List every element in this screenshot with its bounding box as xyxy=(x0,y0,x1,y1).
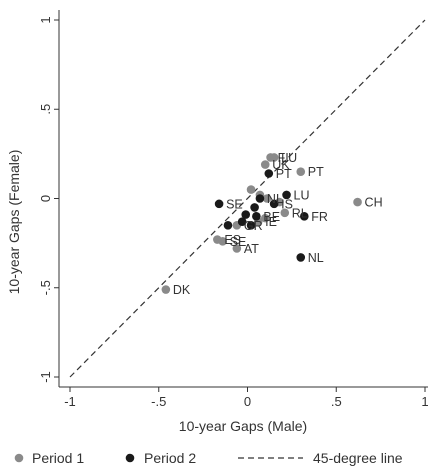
point-label: RL xyxy=(292,206,308,220)
legend-marker-period-2 xyxy=(125,453,135,463)
x-tick-label: 0 xyxy=(244,394,251,409)
data-points xyxy=(161,153,362,294)
point-label: PT xyxy=(276,167,292,181)
point-label: FR xyxy=(311,210,328,224)
point-period-1 xyxy=(260,213,270,223)
point-label: IE xyxy=(265,215,277,229)
x-tick-label: -.5 xyxy=(151,394,166,409)
axes: -1 -.5 0 .5 1 -1 -.5 0 .5 1 xyxy=(38,10,429,409)
point-period-2 xyxy=(264,169,274,178)
y-tick-label: -.5 xyxy=(38,280,53,295)
point-period-2 xyxy=(246,220,256,230)
y-tick-label: 0 xyxy=(38,195,53,202)
point-label: UK xyxy=(272,158,290,172)
point-period-2 xyxy=(255,194,265,203)
y-axis-label: 10-year Gaps (Female) xyxy=(6,150,22,295)
point-period-1 xyxy=(232,244,242,253)
legend-label-period-1: Period 1 xyxy=(32,450,84,466)
point-label: ES xyxy=(224,233,241,247)
point-label: LU xyxy=(281,151,297,165)
point-label: DK xyxy=(173,283,191,297)
point-period-2 xyxy=(223,220,233,230)
reference-line-group xyxy=(69,19,426,378)
reference-line-45-degree xyxy=(69,19,426,378)
point-label: PT xyxy=(308,165,324,179)
point-period-1 xyxy=(260,160,270,169)
legend-label-period-2: Period 2 xyxy=(144,450,196,466)
point-period-2 xyxy=(214,199,224,209)
point-period-2 xyxy=(296,253,306,262)
point-label: BE xyxy=(263,210,280,224)
point-period-1 xyxy=(161,285,171,294)
x-axis-label: 10-year Gaps (Male) xyxy=(179,418,307,434)
point-label: AT xyxy=(244,242,259,256)
point-label: SE xyxy=(230,235,247,249)
point-label: GR xyxy=(244,219,263,233)
point-label: FI xyxy=(278,151,289,165)
point-period-1 xyxy=(296,167,306,177)
point-period-2 xyxy=(250,203,259,212)
y-tick-label: .5 xyxy=(38,104,53,115)
point-period-2 xyxy=(300,212,309,221)
x-tick-label: -1 xyxy=(64,394,76,409)
x-tick-label: 1 xyxy=(421,394,428,409)
point-period-2 xyxy=(269,199,279,209)
legend-label-45-degree-line: 45-degree line xyxy=(313,450,403,466)
y-tick-label: -1 xyxy=(38,371,53,383)
y-tick-label: 1 xyxy=(38,16,53,23)
point-period-2 xyxy=(282,190,291,200)
point-label: LU xyxy=(294,188,310,202)
point-label: CH xyxy=(365,196,383,210)
point-period-1 xyxy=(262,194,272,203)
point-period-1 xyxy=(353,197,362,207)
legend: Period 1 Period 2 45-degree line xyxy=(14,450,403,466)
point-period-1 xyxy=(246,185,256,194)
point-period-1 xyxy=(218,237,227,246)
point-period-2 xyxy=(237,217,247,227)
point-period-2 xyxy=(241,210,251,219)
point-label: IS xyxy=(281,197,293,211)
point-period-1 xyxy=(280,208,290,218)
legend-marker-period-1 xyxy=(14,453,24,463)
point-label: NL xyxy=(308,251,324,265)
point-period-2 xyxy=(252,212,261,221)
point-label: NL xyxy=(267,192,283,206)
x-tick-label: .5 xyxy=(331,394,342,409)
point-label: SE xyxy=(226,197,243,211)
point-period-1 xyxy=(269,153,279,162)
